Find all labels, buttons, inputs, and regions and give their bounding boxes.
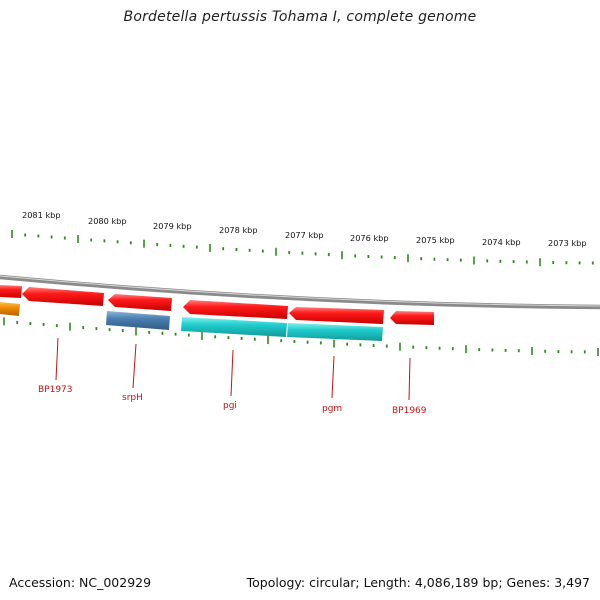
scale-label: 2078 kbp — [219, 225, 258, 235]
gene-leader-lines — [55, 337, 411, 401]
leader-line — [230, 349, 234, 397]
map-title: Bordetella pertussis Tohama I, complete … — [123, 9, 477, 25]
gene-feature — [22, 287, 104, 306]
outer-tick-ring — [11, 230, 594, 267]
scale-label: 2081 kbp — [22, 210, 61, 220]
accession-text: Accession: NC_002929 — [9, 575, 152, 590]
leader-line — [331, 355, 335, 399]
gene-feature — [289, 307, 384, 324]
scale-label: 2079 kbp — [153, 221, 192, 231]
gene-labels: BP1973 srpH pgi pgm BP1969 — [38, 385, 427, 416]
scale-labels: 2081 kbp 2080 kbp 2079 kbp 2078 kbp 2077… — [22, 210, 587, 248]
gene-label: BP1969 — [392, 406, 427, 416]
scale-label: 2077 kbp — [285, 230, 324, 240]
scale-label: 2080 kbp — [88, 216, 127, 226]
gene-feature — [108, 294, 172, 311]
gene-feature-pgm — [287, 323, 383, 341]
inner-tick-ring — [3, 317, 599, 356]
gene-label: srpH — [122, 393, 143, 403]
gene-feature — [390, 311, 434, 325]
gene-feature-srpH — [106, 311, 170, 330]
gene-label: pgi — [223, 401, 237, 411]
reverse-gene-track — [0, 302, 383, 341]
gene-feature-orange — [0, 302, 20, 316]
genome-backbone — [0, 274, 600, 310]
genome-backbone-highlight — [0, 275, 600, 307]
scale-label: 2074 kbp — [482, 237, 521, 247]
leader-line — [408, 357, 411, 401]
scale-label: 2076 kbp — [350, 233, 389, 243]
genome-summary-text: Topology: circular; Length: 4,086,189 bp… — [246, 575, 590, 590]
gene-feature — [183, 300, 288, 319]
leader-line — [55, 337, 59, 381]
forward-gene-track — [0, 285, 434, 325]
gene-label: BP1973 — [38, 385, 73, 395]
gene-label: pgm — [322, 404, 342, 414]
scale-label: 2073 kbp — [548, 238, 587, 248]
gene-feature-pgi — [181, 317, 287, 337]
gene-feature — [0, 285, 22, 298]
scale-label: 2075 kbp — [416, 235, 455, 245]
leader-line — [132, 343, 137, 389]
